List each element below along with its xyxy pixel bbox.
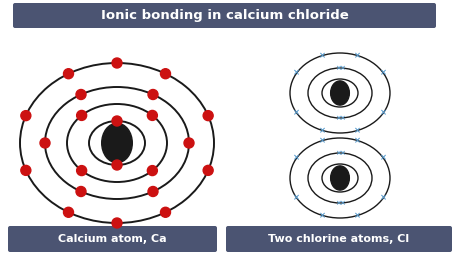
- Text: ×: ×: [319, 51, 325, 60]
- Circle shape: [148, 187, 158, 197]
- Text: ×: ×: [379, 68, 386, 78]
- Circle shape: [203, 111, 213, 121]
- Text: Calcium atom, Ca: Calcium atom, Ca: [58, 234, 167, 244]
- Circle shape: [76, 165, 87, 176]
- Text: ×: ×: [379, 153, 386, 163]
- Text: ×: ×: [338, 200, 344, 206]
- Ellipse shape: [330, 166, 349, 190]
- Circle shape: [76, 187, 86, 197]
- Text: ×: ×: [379, 109, 386, 117]
- Text: ×: ×: [353, 211, 360, 220]
- Circle shape: [160, 69, 170, 79]
- Text: ×: ×: [334, 150, 340, 156]
- Text: ×: ×: [293, 193, 300, 203]
- Text: ×: ×: [338, 115, 344, 121]
- Circle shape: [112, 218, 122, 228]
- Text: ×: ×: [293, 109, 300, 117]
- Text: ×: ×: [293, 68, 300, 78]
- Circle shape: [184, 138, 194, 148]
- Text: ×: ×: [338, 150, 344, 156]
- Circle shape: [147, 110, 157, 120]
- Text: ×: ×: [293, 153, 300, 163]
- Text: ×: ×: [353, 136, 360, 145]
- Text: ×: ×: [334, 200, 340, 206]
- Circle shape: [160, 207, 170, 217]
- Text: Two chlorine atoms, Cl: Two chlorine atoms, Cl: [268, 234, 409, 244]
- Text: ×: ×: [379, 193, 386, 203]
- Text: Ionic bonding in calcium chloride: Ionic bonding in calcium chloride: [100, 9, 348, 22]
- Text: ×: ×: [353, 51, 360, 60]
- Circle shape: [21, 111, 31, 121]
- Circle shape: [112, 116, 122, 126]
- Circle shape: [76, 90, 86, 99]
- FancyBboxPatch shape: [225, 226, 451, 252]
- Circle shape: [112, 58, 122, 68]
- Circle shape: [76, 110, 87, 120]
- FancyBboxPatch shape: [13, 3, 435, 28]
- Text: ×: ×: [334, 65, 340, 71]
- Circle shape: [63, 207, 73, 217]
- Circle shape: [203, 165, 213, 175]
- Text: ×: ×: [319, 211, 325, 220]
- Circle shape: [147, 165, 157, 176]
- Text: ×: ×: [319, 126, 325, 135]
- Ellipse shape: [330, 81, 349, 105]
- Text: ×: ×: [319, 136, 325, 145]
- Text: ×: ×: [353, 126, 360, 135]
- Circle shape: [63, 69, 73, 79]
- Circle shape: [148, 90, 158, 99]
- Circle shape: [112, 160, 122, 170]
- Ellipse shape: [101, 123, 132, 163]
- FancyBboxPatch shape: [8, 226, 217, 252]
- Circle shape: [40, 138, 50, 148]
- Circle shape: [21, 165, 31, 175]
- Text: ×: ×: [334, 115, 340, 121]
- Text: ×: ×: [338, 65, 344, 71]
